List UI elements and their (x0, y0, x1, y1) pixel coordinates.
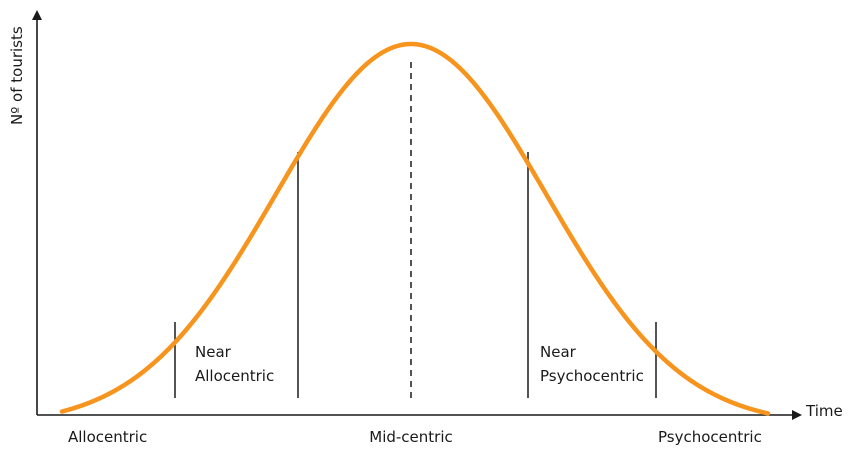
bell-curve (59, 41, 771, 416)
allocentric-label: Allocentric (68, 428, 147, 446)
near-allocentric-label-line2: Allocentric (195, 367, 274, 385)
psychocentric-label: Psychocentric (658, 428, 762, 446)
y-axis-label: Nº of tourists (8, 26, 26, 125)
near-psychocentric-label-line2: Psychocentric (540, 367, 644, 385)
near-allocentric-label-line1: Near (195, 343, 232, 361)
near-psychocentric-label-line1: Near (540, 343, 577, 361)
x-axis-label: Time (805, 402, 843, 420)
mid-centric-label: Mid-centric (369, 428, 453, 446)
